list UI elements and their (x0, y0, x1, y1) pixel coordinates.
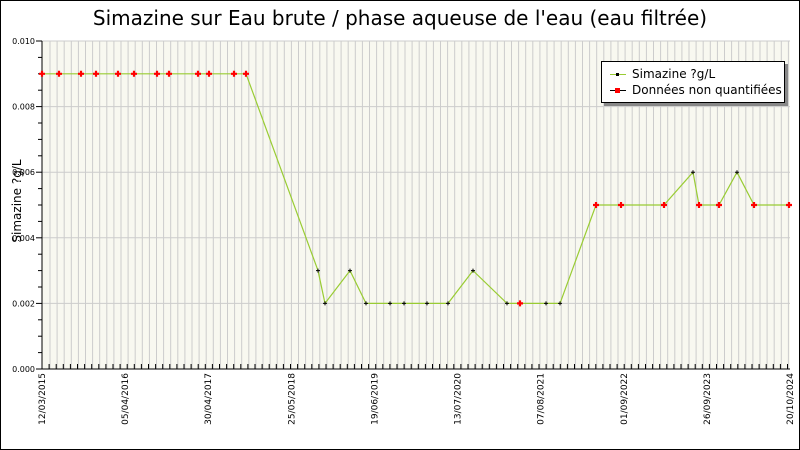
chart-title: Simazine sur Eau brute / phase aqueuse d… (92, 6, 708, 30)
line-marker-icon (610, 68, 626, 80)
svg-text:0.000: 0.000 (12, 365, 35, 374)
svg-text:0.006: 0.006 (12, 168, 35, 177)
svg-text:07/08/2021: 07/08/2021 (537, 373, 547, 425)
legend-item-simazine: Simazine ?g/L (610, 67, 715, 81)
svg-text:0.002: 0.002 (12, 299, 35, 308)
legend: Simazine ?g/L Données non quantifiées (601, 61, 785, 103)
svg-text:12/03/2015: 12/03/2015 (38, 373, 48, 425)
legend-label: Simazine ?g/L (632, 67, 716, 81)
y-axis-label: Simazine ?g/L (10, 159, 24, 243)
legend-item-non-quantified: Données non quantifiées (610, 83, 782, 97)
red-marker-icon (610, 84, 626, 96)
svg-text:0.010: 0.010 (12, 37, 35, 46)
svg-text:13/07/2020: 13/07/2020 (454, 373, 464, 425)
svg-text:05/04/2016: 05/04/2016 (121, 373, 131, 425)
svg-text:26/09/2023: 26/09/2023 (703, 373, 713, 425)
svg-text:0.008: 0.008 (12, 103, 35, 112)
svg-text:19/06/2019: 19/06/2019 (370, 373, 380, 425)
legend-label: Données non quantifiées (632, 83, 782, 97)
svg-text:01/09/2022: 01/09/2022 (620, 373, 630, 425)
svg-text:20/10/2024: 20/10/2024 (786, 373, 796, 425)
svg-text:25/05/2018: 25/05/2018 (287, 373, 297, 425)
svg-text:0.004: 0.004 (12, 234, 35, 243)
svg-text:30/04/2017: 30/04/2017 (204, 373, 214, 425)
